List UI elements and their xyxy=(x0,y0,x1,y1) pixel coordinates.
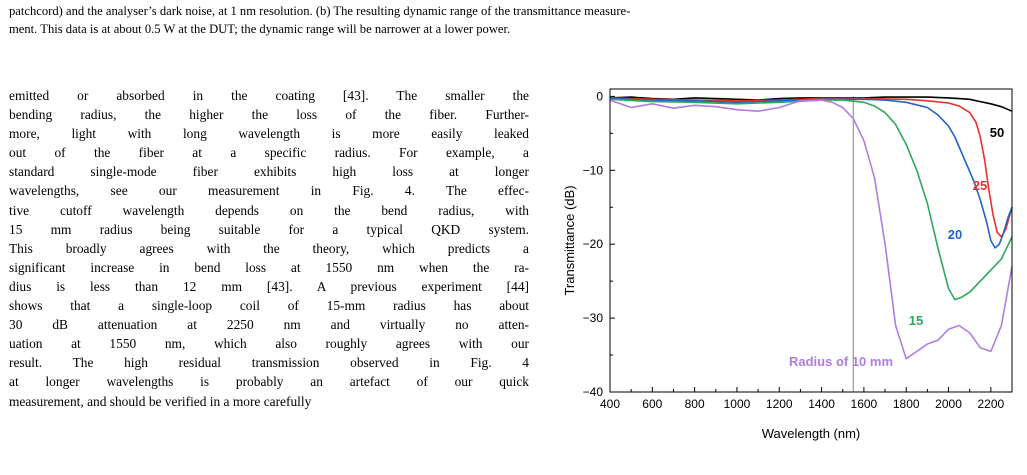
y-tick-label: −10 xyxy=(583,163,604,177)
y-axis-label: Transmittance (dB) xyxy=(562,185,577,295)
figure-caption: patchcord) and the analyser’s dark noise… xyxy=(9,2,1019,38)
body-line: more, light with long wavelength is more… xyxy=(9,126,529,142)
body-line: wavelengths, see our measurement in Fig.… xyxy=(9,183,529,199)
series-label-0: 50 xyxy=(990,125,1004,140)
body-paragraph: emitted or absorbed in the coating [43].… xyxy=(9,86,529,411)
series-label-4: Radius of 10 mm xyxy=(789,354,893,369)
body-line: This broadly agrees with the theory, whi… xyxy=(9,240,529,256)
body-line: shows that a single-loop coil of 15-mm r… xyxy=(9,298,529,314)
series-label-2: 20 xyxy=(948,227,962,242)
x-tick-label: 2200 xyxy=(977,397,1004,411)
body-line: measurement, and should be verified in a… xyxy=(9,393,312,409)
x-tick-label: 1000 xyxy=(724,397,751,411)
transmittance-figure: 400 600 800 1000 1200 1400 1600 1800 2000 2200 0 −1… xyxy=(560,80,1027,475)
body-line: tive cutoff wavelength depends on the be… xyxy=(9,202,529,218)
x-tick-label: 1600 xyxy=(851,397,878,411)
series-line-4 xyxy=(609,99,1013,360)
x-tick-label: 2000 xyxy=(935,397,962,411)
body-line: emitted or absorbed in the coating [43].… xyxy=(9,88,529,103)
x-tick-label: 1400 xyxy=(808,397,835,411)
body-line: uation at 1550 nm, which also roughly ag… xyxy=(9,336,529,352)
body-line: dius is less than 12 mm [43]. A previous… xyxy=(9,278,529,294)
body-line: out of the fiber at a specific radius. F… xyxy=(9,145,529,161)
body-line: standard single-mode fiber exhibits high… xyxy=(9,164,529,180)
series-label-1: 25 xyxy=(973,178,987,193)
x-tick-label: 1200 xyxy=(766,397,793,411)
caption-line: ment. This data is at about 0.5 W at the… xyxy=(9,22,511,36)
body-line: 15 mm radius being suitable for a typica… xyxy=(9,221,529,237)
transmittance-chart: 400 600 800 1000 1200 1400 1600 1800 2000 2200 0 −1… xyxy=(562,88,1013,441)
x-tick-label: 600 xyxy=(642,397,662,411)
y-tick-label: −30 xyxy=(583,311,604,325)
x-axis-label: Wavelength (nm) xyxy=(762,426,861,441)
body-line: result. The high residual transmission o… xyxy=(9,355,529,371)
series-line-3 xyxy=(609,98,1013,301)
y-tick-label: 0 xyxy=(596,89,603,103)
body-line: at longer wavelengths is probably an art… xyxy=(9,374,529,390)
caption-line: patchcord) and the analyser’s dark noise… xyxy=(9,4,631,18)
plot-frame xyxy=(609,88,1013,393)
y-tick-label: −40 xyxy=(583,385,604,399)
y-tick-label: −20 xyxy=(583,237,604,251)
body-line: significant increase in bend loss at 155… xyxy=(9,259,529,275)
body-line: 30 dB attenuation at 2250 nm and virtual… xyxy=(9,317,529,333)
x-tick-label: 800 xyxy=(685,397,705,411)
series-line-1 xyxy=(609,97,1013,238)
x-tick-label: 1800 xyxy=(893,397,920,411)
series-label-3: 15 xyxy=(909,313,923,328)
body-line: bending radius, the higher the loss of t… xyxy=(9,107,529,123)
series-line-2 xyxy=(609,97,1013,249)
x-tick-label: 400 xyxy=(600,397,620,411)
